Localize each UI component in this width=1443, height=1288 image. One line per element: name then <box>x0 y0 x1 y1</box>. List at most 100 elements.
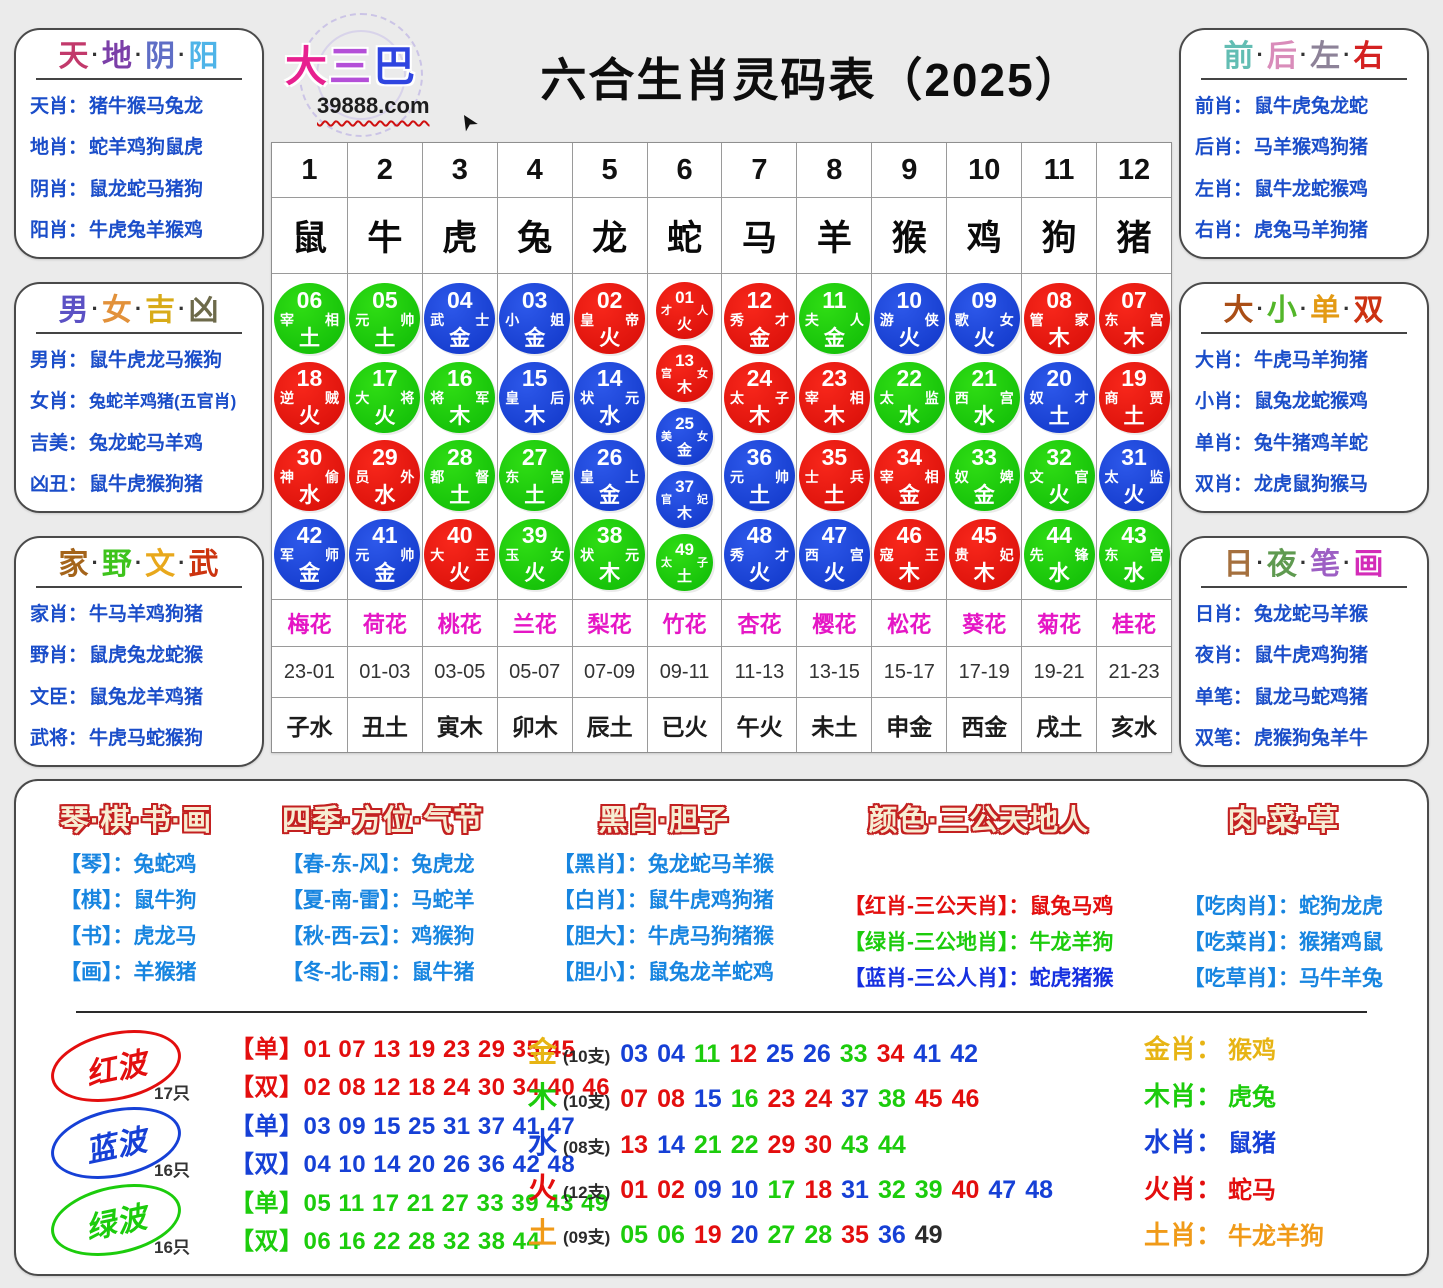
ball-element: 木 <box>748 405 770 429</box>
ball-element: 金 <box>449 326 471 350</box>
group-siji-fangwei-qijie: 四季·方位·气节 【春-东-风】：兔虎龙 【夏-南-雷】：马蛇羊 【秋-西-云】：鸡猴… <box>282 797 483 997</box>
row-label: 小肖： <box>1195 391 1253 413</box>
element-number: 18 <box>804 1175 833 1204</box>
ball-number: 16 <box>446 365 473 392</box>
column-flower: 菊花 <box>1022 600 1097 647</box>
dot-separator: · <box>178 296 187 321</box>
ball-element: 火 <box>298 405 320 429</box>
wave-numbers: 【单】01 07 13 19 23 29 35 45 <box>230 1036 576 1064</box>
ball-title-left: 奴 <box>1029 390 1044 407</box>
ball-title-left: 宰 <box>279 311 294 328</box>
element-number: 47 <box>988 1175 1017 1204</box>
group-row: 【书】：虎龙马 <box>60 925 197 949</box>
ball-title-left: 美 <box>661 431 673 443</box>
row-value: 牛虎马羊狗猪 <box>1254 350 1369 372</box>
ball-element: 金 <box>298 562 320 586</box>
ball-title-left: 奴 <box>954 468 969 485</box>
ball-number: 09 <box>971 286 997 313</box>
number-ball-23: 23 宰 相木 <box>798 361 870 433</box>
column-animal: 兔 <box>497 198 572 274</box>
ball-title-left: 将 <box>430 390 445 407</box>
column-time-range: 23-01 <box>272 647 347 698</box>
ball-number: 10 <box>896 286 923 313</box>
ball-number: 02 <box>596 286 623 313</box>
element-number: 46 <box>951 1085 980 1114</box>
row-value: 马羊猴鸡狗猪 <box>1254 137 1369 159</box>
ball-title-right: 锋 <box>1074 547 1089 564</box>
group-row: 【春-东-风】：兔虎龙 <box>282 853 475 876</box>
zodiac-row: 夜肖： 鼠牛虎鸡狗猪 <box>1195 640 1413 667</box>
ball-stack: 07 东宫木 19 商贾土 31 太监火 43 东宫水 <box>1097 274 1171 600</box>
column-branch-element: 西金 <box>961 714 1008 740</box>
ball-title-left: 元 <box>355 547 370 564</box>
column-number: 12 <box>1097 143 1171 198</box>
row-value: 鼠牛虎鸡狗猪 <box>1254 645 1369 667</box>
ball-number: 01 <box>675 288 694 307</box>
ball-element: 火 <box>973 326 995 350</box>
ball-element: 火 <box>449 562 471 586</box>
ball-title-left: 宫 <box>661 368 673 380</box>
ball-title-left: 秀 <box>729 547 744 564</box>
group-row: 【琴】：兔蛇鸡 <box>60 853 197 876</box>
row-label: 夜肖： <box>1195 645 1253 667</box>
column-number: 10 <box>947 143 1022 198</box>
column-animal: 猪 <box>1097 198 1171 274</box>
column-number: 6 <box>647 143 722 198</box>
box-divider <box>1201 78 1407 80</box>
element-number: 25 <box>766 1040 794 1069</box>
ball-element: 水 <box>1123 562 1145 586</box>
ball-title-left: 都 <box>430 468 445 485</box>
number-ball-08: 08 管 家木 <box>1023 283 1095 355</box>
site-link[interactable]: 39888.com <box>317 93 430 118</box>
ball-number: 12 <box>746 286 773 313</box>
number-ball-40: 40 大 王火 <box>424 518 496 590</box>
ball-title-right: 兵 <box>849 468 864 485</box>
ball-title-right: 元 <box>625 390 640 407</box>
group-row: 【棋】：鼠牛狗 <box>60 889 197 913</box>
ball-title-right: 帝 <box>625 311 640 328</box>
ball-number: 05 <box>372 286 398 313</box>
ball-title-right: 子 <box>774 390 789 407</box>
dot-separator: · <box>1299 550 1309 575</box>
ball-number: 14 <box>596 365 623 392</box>
title-char: 左 <box>1310 40 1342 73</box>
ball-number: 33 <box>971 443 997 470</box>
element-number: 03 <box>620 1040 649 1069</box>
number-ball-06: 06 宰 相土 <box>273 283 345 355</box>
ball-element: 水 <box>374 483 396 507</box>
dot-separator: · <box>91 296 100 321</box>
ball-element: 木 <box>449 405 471 429</box>
zodiac-label: 土肖： <box>1144 1219 1223 1250</box>
number-ball-26: 26 皇 上金 <box>574 440 646 512</box>
title-char: 单 <box>1310 294 1342 327</box>
element-row-水: 水 (08支) 13 14 21 22 29 30 43 44 <box>528 1120 1118 1162</box>
element-number: 49 <box>914 1220 943 1249</box>
element-number: 01 <box>620 1175 649 1204</box>
dot-separator: · <box>1299 296 1309 321</box>
ball-number: 04 <box>446 286 473 313</box>
dot-separator: · <box>134 550 144 575</box>
number-ball-04: 04 武 士金 <box>424 283 496 355</box>
ball-title-left: 士 <box>804 468 819 485</box>
zodiac-row: 后肖： 马羊猴鸡狗猪 <box>1195 132 1413 159</box>
element-number: 08 <box>657 1085 685 1114</box>
number-ball-18: 18 逆 贼火 <box>273 361 345 433</box>
row-value: 猪牛猴马兔龙 <box>89 96 204 118</box>
ball-title-left: 皇 <box>505 390 520 407</box>
element-number: 19 <box>693 1220 722 1249</box>
title-char: 天 <box>58 40 90 73</box>
element-char: 金 <box>528 1037 558 1070</box>
ball-title-right: 相 <box>924 468 939 485</box>
ball-title-right: 宫 <box>1149 311 1164 328</box>
element-number: 16 <box>730 1085 759 1114</box>
box-divider <box>1201 586 1407 588</box>
ball-number: 43 <box>1121 522 1147 549</box>
ball-title-right: 宫 <box>999 390 1014 407</box>
column-flower: 桂花 <box>1097 600 1171 647</box>
zodiac-row: 男肖： 鼠牛虎龙马猴狗 <box>30 345 248 372</box>
column-branch-element: 丑土 <box>361 714 408 740</box>
column-time-range: 11-13 <box>722 647 797 698</box>
zodiac-value: 虎兔 <box>1228 1083 1277 1111</box>
number-ball-35: 35 士 兵土 <box>798 440 870 512</box>
